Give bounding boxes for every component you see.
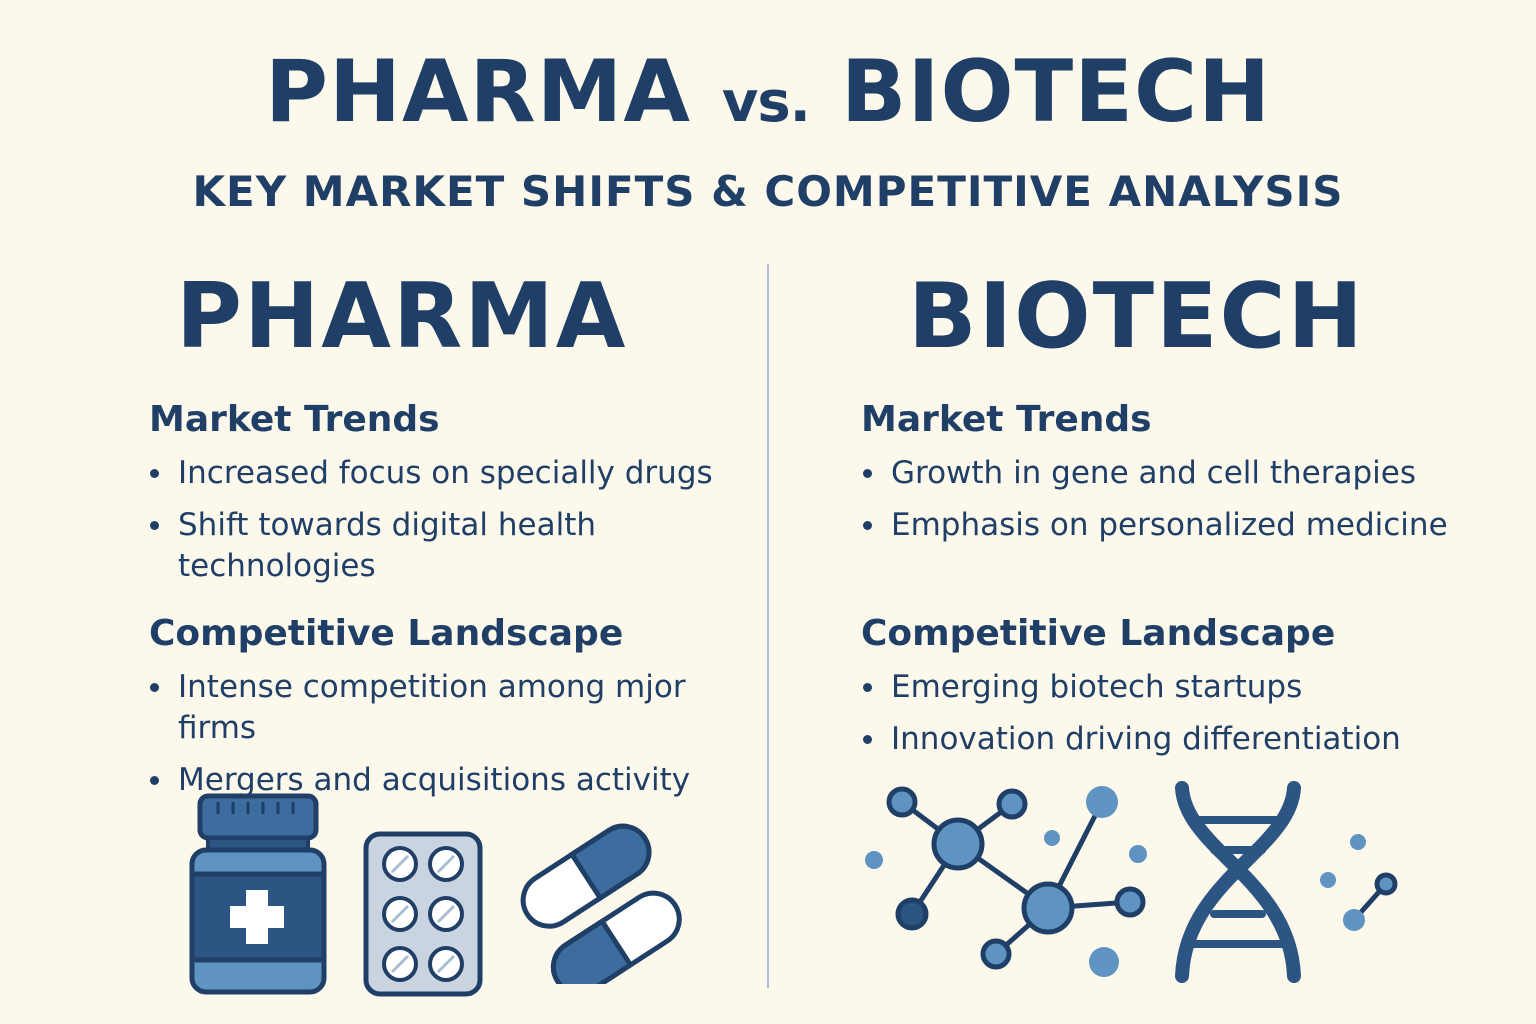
list-item: Increased focus on specially drugs xyxy=(148,453,748,494)
medicine-bottle-icon xyxy=(189,793,327,995)
pharma-competitive-list: Intense competition among mjor firms Mer… xyxy=(148,667,758,812)
list-item: Mergers and acquisitions activity xyxy=(148,760,758,801)
list-item: Emerging biotech startups xyxy=(861,667,1481,708)
list-item: Intense competition among mjor firms xyxy=(148,667,758,749)
title-biotech: BIOTECH xyxy=(840,42,1272,142)
biotech-heading: BIOTECH xyxy=(908,264,1365,369)
pharma-heading: PHARMA xyxy=(176,264,628,369)
dna-helix-icon xyxy=(1175,781,1398,983)
list-item: Innovation driving differentiation xyxy=(861,719,1481,760)
list-item: Shift towards digital health technologie… xyxy=(148,505,618,587)
pharma-market-trends-title: Market Trends xyxy=(149,399,440,440)
list-item: Emphasis on personalized medicine xyxy=(861,505,1501,546)
biotech-competitive-list: Emerging biotech startups Innovation dri… xyxy=(861,667,1481,771)
pharma-market-trends-list: Increased focus on specially drugs Shift… xyxy=(148,453,748,598)
biotech-market-trends-title: Market Trends xyxy=(861,399,1152,440)
page-title: PHARMA vs. BIOTECH xyxy=(0,42,1536,153)
molecule-network-icon xyxy=(865,786,1147,977)
list-item: Growth in gene and cell therapies xyxy=(861,453,1501,494)
title-pharma: PHARMA xyxy=(264,42,691,142)
biotech-competitive-title: Competitive Landscape xyxy=(861,613,1336,654)
column-divider xyxy=(767,264,769,988)
page-subtitle: KEY MARKET SHIFTS & COMPETITIVE ANALYSIS xyxy=(192,167,1344,216)
title-vs: vs. xyxy=(721,70,811,135)
capsules-icon xyxy=(520,823,682,984)
pharma-competitive-title: Competitive Landscape xyxy=(149,613,624,654)
biotech-market-trends-list: Growth in gene and cell therapies Emphas… xyxy=(861,453,1501,557)
blister-pack-icon xyxy=(363,831,483,997)
